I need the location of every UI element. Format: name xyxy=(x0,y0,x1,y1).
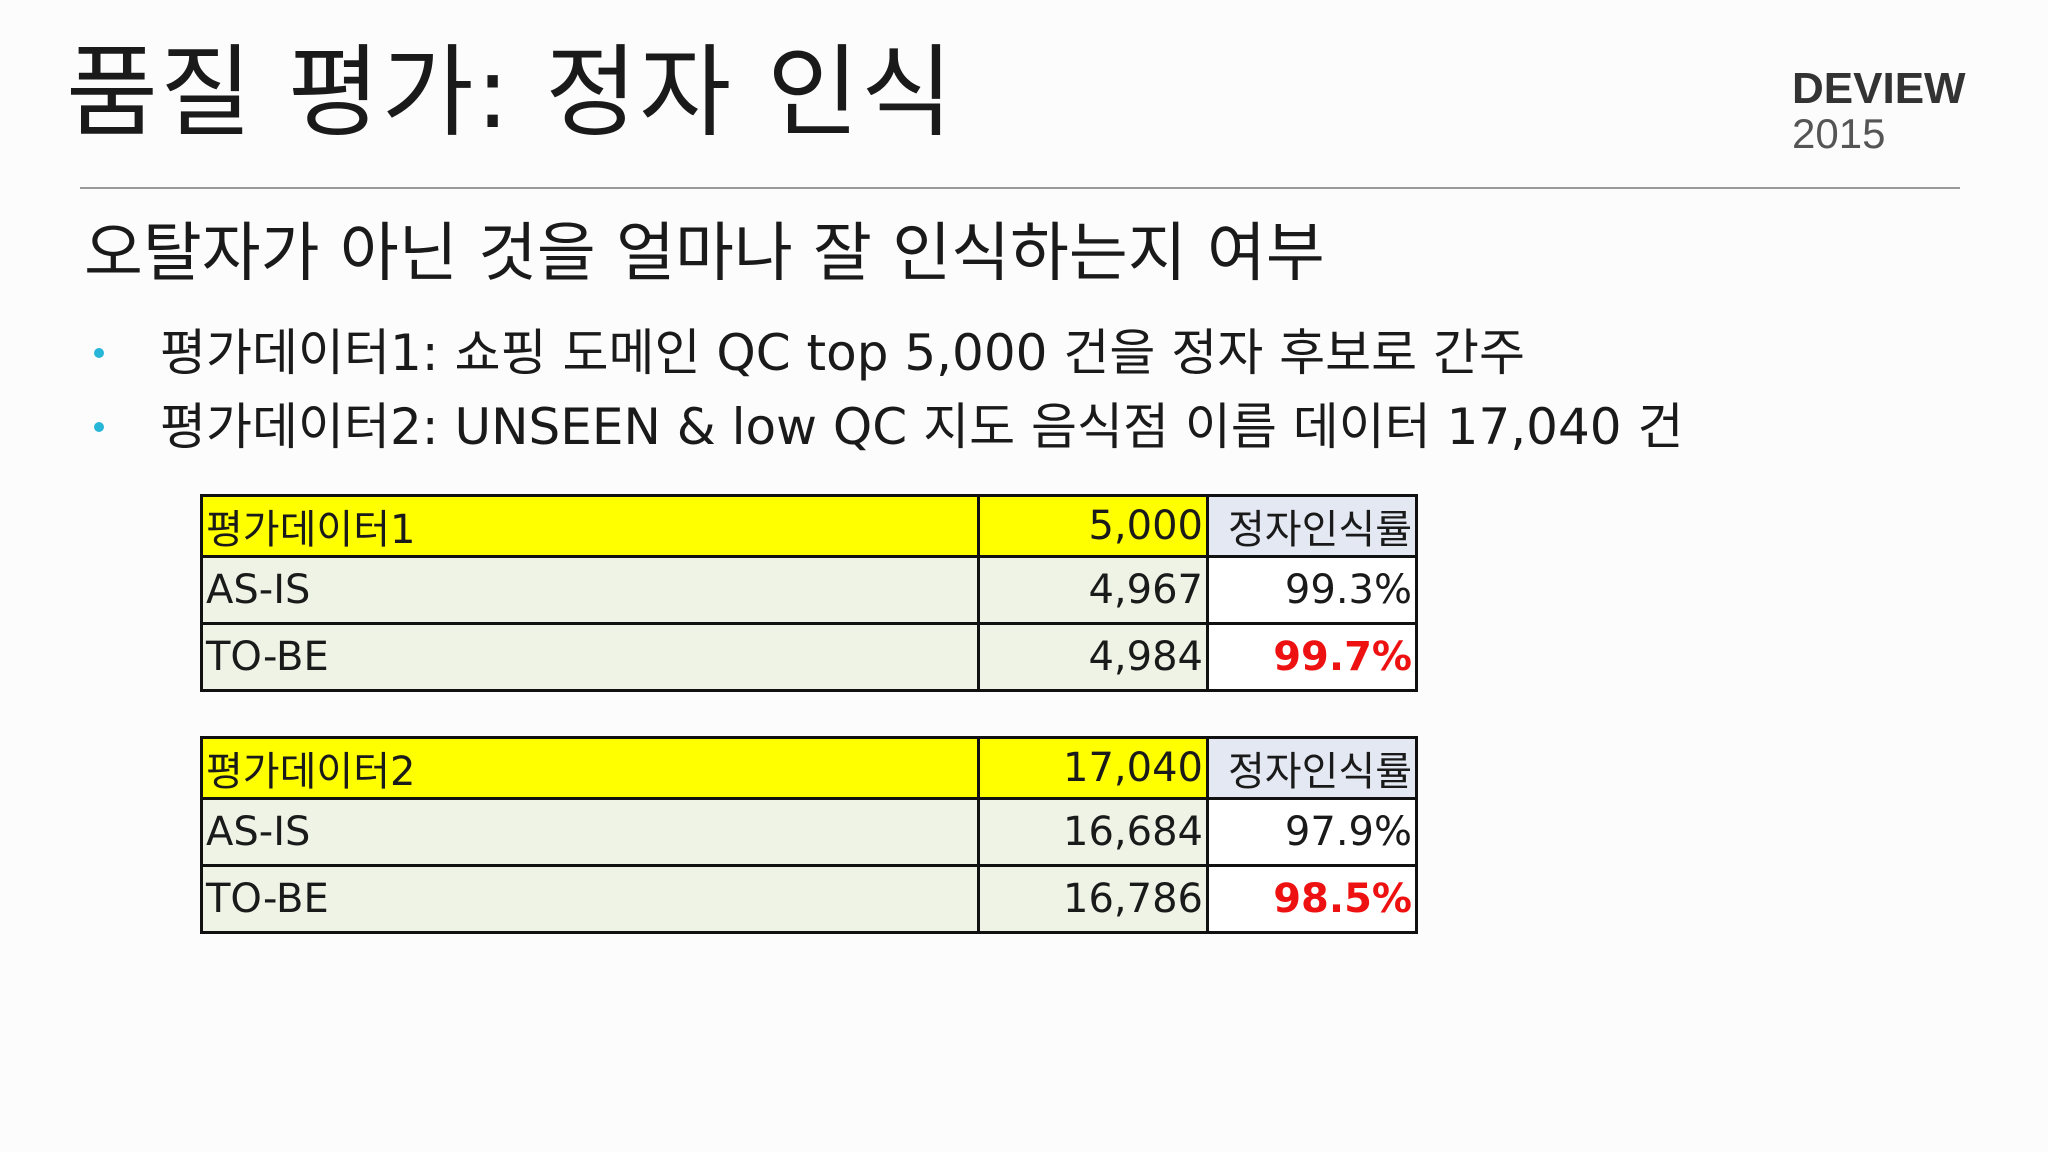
metric-header: 정자인식률 xyxy=(1206,736,1418,800)
slide-subtitle: 오탈자가 아닌 것을 얼마나 잘 인식하는지 여부 xyxy=(84,217,1325,291)
bullet-list: 평가데이터1: 쇼핑 도메인 QC top 5,000 건을 정자 후보로 간주… xyxy=(90,316,1684,464)
bullet-text: 평가데이터2: UNSEEN & low QC 지도 음식점 이름 데이터 17… xyxy=(160,398,1684,456)
bullet-dot-icon xyxy=(94,422,104,432)
table-header-row: 평가데이터1 5,000 정자인식률 xyxy=(200,494,1418,558)
eval-table-1: 평가데이터1 5,000 정자인식률 AS-IS 4,967 99.3% TO-… xyxy=(200,494,1418,692)
dataset-count: 17,040 xyxy=(977,736,1209,800)
eval-table-2: 평가데이터2 17,040 정자인식률 AS-IS 16,684 97.9% T… xyxy=(200,736,1418,934)
slide-title: 품질 평가: 정자 인식 xyxy=(66,34,956,151)
row-rate-highlight: 99.7% xyxy=(1206,622,1418,692)
bullet-text: 평가데이터1: 쇼핑 도메인 QC top 5,000 건을 정자 후보로 간주 xyxy=(160,324,1526,382)
row-count: 4,967 xyxy=(977,555,1209,625)
row-rate-highlight: 98.5% xyxy=(1206,864,1418,934)
dataset-label: 평가데이터2 xyxy=(200,736,980,800)
bullet-item: 평가데이터1: 쇼핑 도메인 QC top 5,000 건을 정자 후보로 간주 xyxy=(90,316,1684,390)
bullet-dot-icon xyxy=(94,348,104,358)
brand-name: DEVIEW xyxy=(1792,64,1966,113)
row-label: TO-BE xyxy=(200,864,980,934)
row-label: AS-IS xyxy=(200,797,980,867)
row-count: 4,984 xyxy=(977,622,1209,692)
row-rate: 97.9% xyxy=(1206,797,1418,867)
dataset-label: 평가데이터1 xyxy=(200,494,980,558)
row-count: 16,786 xyxy=(977,864,1209,934)
table-header-row: 평가데이터2 17,040 정자인식률 xyxy=(200,736,1418,800)
row-rate: 99.3% xyxy=(1206,555,1418,625)
row-label: AS-IS xyxy=(200,555,980,625)
bullet-item: 평가데이터2: UNSEEN & low QC 지도 음식점 이름 데이터 17… xyxy=(90,390,1684,464)
brand-year: 2015 xyxy=(1792,110,1886,157)
table-row: AS-IS 16,684 97.9% xyxy=(200,797,1418,867)
title-divider xyxy=(80,187,1960,189)
row-label: TO-BE xyxy=(200,622,980,692)
row-count: 16,684 xyxy=(977,797,1209,867)
table-row: AS-IS 4,967 99.3% xyxy=(200,555,1418,625)
deview-logo: DEVIEW 2015 xyxy=(1792,64,1966,157)
table-row: TO-BE 16,786 98.5% xyxy=(200,864,1418,934)
dataset-count: 5,000 xyxy=(977,494,1209,558)
table-row: TO-BE 4,984 99.7% xyxy=(200,622,1418,692)
metric-header: 정자인식률 xyxy=(1206,494,1418,558)
